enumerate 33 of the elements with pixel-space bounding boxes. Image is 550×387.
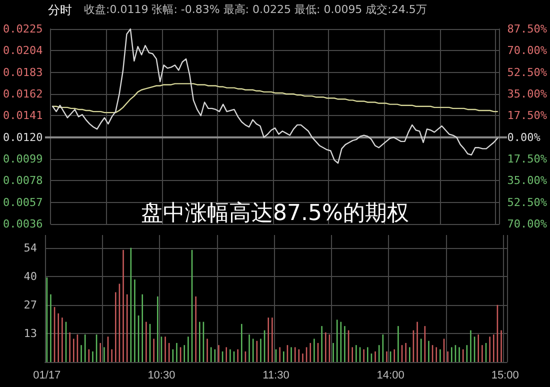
y2-tick-label: 17.50%	[507, 152, 548, 166]
y2-tick-label: 52.50%	[507, 196, 548, 209]
y-tick-label: 0.0120	[2, 130, 43, 144]
y-tick-label: 0.0057	[2, 196, 43, 209]
y-tick-label: 0.0183	[2, 66, 43, 79]
y-tick-label: 0.0036	[2, 218, 43, 230]
y-tick-label: 40	[24, 270, 37, 283]
y2-tick-label: 70.00%	[507, 218, 548, 230]
x-tick-label: 11:30	[262, 370, 290, 382]
y2-tick-label: 17.50%	[507, 109, 548, 122]
chart-subtitle: 收盘:0.0119 张幅: -0.83% 最高: 0.0225 最低: 0.0095 成交:24.5万	[84, 2, 427, 18]
y-tick-label: 54	[24, 241, 38, 254]
y2-tick-label: 87.50%	[507, 22, 548, 36]
y-tick-label: 0.0078	[2, 174, 43, 188]
annotation: 盘中涨幅高达87.5%的期权	[141, 201, 409, 226]
y2-tick-label: 52.50%	[507, 66, 548, 79]
y2-tick-label: 0.00%	[507, 130, 541, 144]
y2-tick-label: 35.00%	[507, 174, 548, 188]
y2-tick-label: 35.00%	[507, 88, 548, 100]
x-tick-label: 15:00	[491, 370, 519, 382]
y-tick-label: 13	[24, 326, 37, 340]
y-tick-label: 0.0099	[2, 152, 43, 166]
chart-title: 分时	[48, 2, 72, 19]
y-tick-label: 0.0204	[2, 44, 44, 58]
y-tick-label: 0.0225	[2, 22, 43, 36]
x-tick-label: 01/17	[33, 370, 61, 382]
line-series	[52, 83, 498, 114]
y2-tick-label: 70.00%	[507, 44, 548, 58]
y-tick-label: 0.0162	[2, 88, 43, 100]
x-tick-label: 10:30	[148, 370, 176, 382]
y-tick-label: 27	[24, 298, 37, 312]
y-tick-label: 0.0141	[2, 109, 43, 122]
x-tick-label: 14:00	[376, 370, 404, 382]
